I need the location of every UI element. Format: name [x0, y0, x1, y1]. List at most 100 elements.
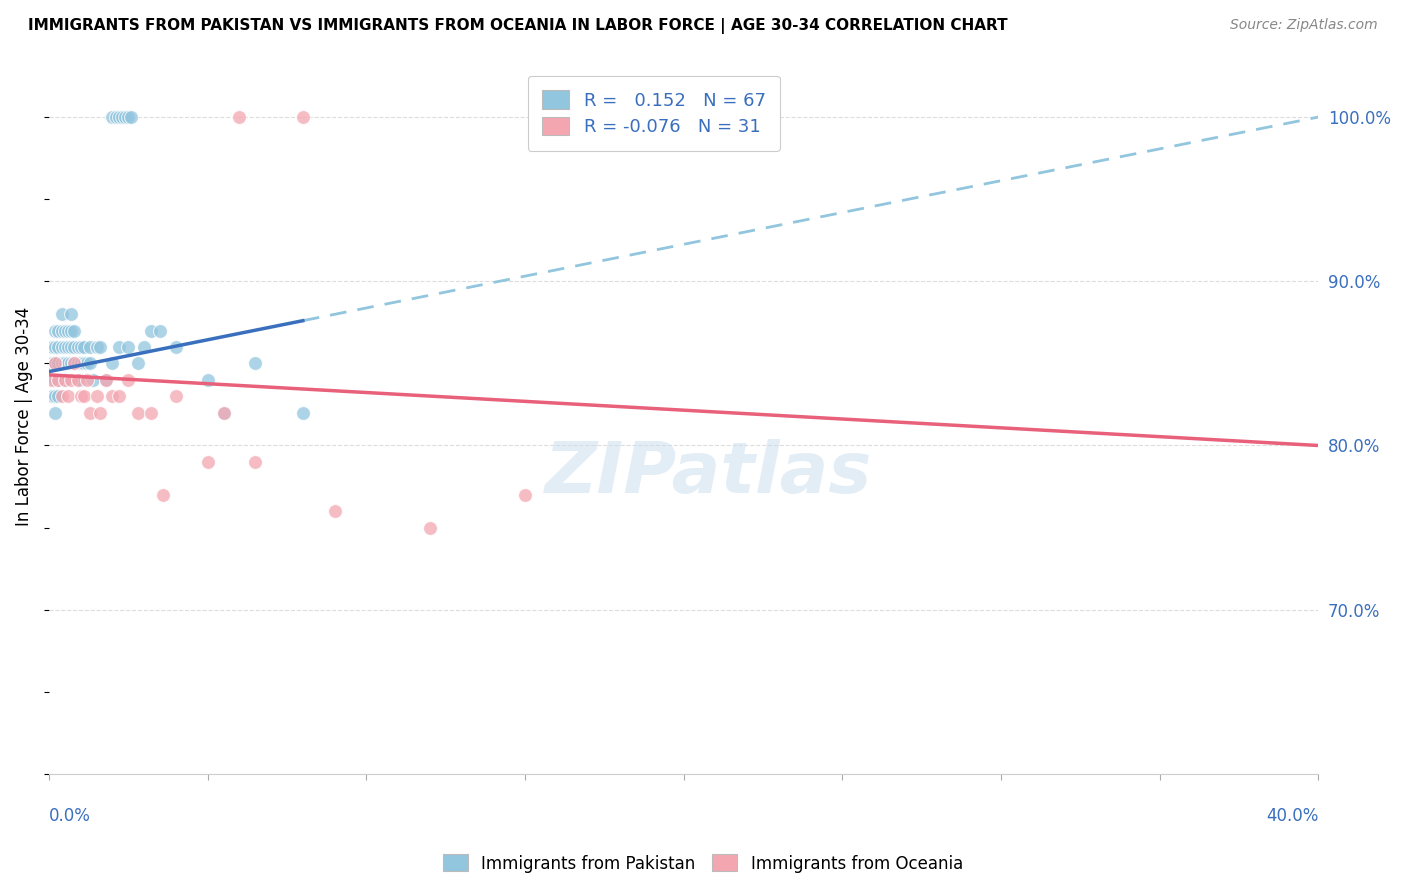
- Point: [127, 406, 149, 420]
- Point: [48, 324, 70, 338]
- Point: [291, 110, 314, 124]
- Point: [60, 340, 83, 354]
- Point: [41, 389, 63, 403]
- Point: [69, 356, 91, 370]
- Point: [53, 356, 76, 370]
- Point: [165, 389, 187, 403]
- Point: [197, 455, 219, 469]
- Point: [56, 324, 79, 338]
- Point: [48, 340, 70, 354]
- Point: [73, 356, 96, 370]
- Point: [111, 110, 134, 124]
- Y-axis label: In Labor Force | Age 30-34: In Labor Force | Age 30-34: [15, 307, 32, 526]
- Point: [41, 373, 63, 387]
- Point: [60, 356, 83, 370]
- Point: [56, 340, 79, 354]
- Point: [89, 340, 111, 354]
- Text: ZIPatlas: ZIPatlas: [546, 440, 873, 508]
- Point: [245, 356, 267, 370]
- Point: [60, 307, 83, 321]
- Point: [245, 455, 267, 469]
- Point: [66, 373, 89, 387]
- Point: [41, 356, 63, 370]
- Point: [69, 389, 91, 403]
- Point: [60, 373, 83, 387]
- Point: [76, 373, 98, 387]
- Point: [48, 389, 70, 403]
- Point: [94, 373, 117, 387]
- Point: [66, 373, 89, 387]
- Point: [66, 340, 89, 354]
- Point: [79, 406, 101, 420]
- Point: [513, 488, 536, 502]
- Point: [107, 389, 129, 403]
- Point: [101, 389, 124, 403]
- Point: [44, 340, 66, 354]
- Legend: Immigrants from Pakistan, Immigrants from Oceania: Immigrants from Pakistan, Immigrants fro…: [436, 847, 970, 880]
- Point: [51, 324, 73, 338]
- Point: [89, 406, 111, 420]
- Point: [197, 373, 219, 387]
- Point: [51, 389, 73, 403]
- Point: [228, 110, 250, 124]
- Point: [139, 324, 162, 338]
- Point: [48, 356, 70, 370]
- Point: [51, 307, 73, 321]
- Point: [73, 340, 96, 354]
- Point: [101, 110, 124, 124]
- Point: [44, 373, 66, 387]
- Text: 40.0%: 40.0%: [1265, 806, 1319, 825]
- Point: [139, 406, 162, 420]
- Point: [56, 389, 79, 403]
- Point: [107, 110, 129, 124]
- Legend: R =   0.152   N = 67, R = -0.076   N = 31: R = 0.152 N = 67, R = -0.076 N = 31: [527, 76, 780, 151]
- Point: [41, 373, 63, 387]
- Point: [152, 488, 174, 502]
- Point: [107, 340, 129, 354]
- Point: [41, 340, 63, 354]
- Point: [66, 356, 89, 370]
- Point: [69, 340, 91, 354]
- Point: [73, 389, 96, 403]
- Point: [60, 324, 83, 338]
- Point: [56, 356, 79, 370]
- Point: [82, 373, 104, 387]
- Point: [127, 356, 149, 370]
- Point: [86, 389, 108, 403]
- Point: [291, 406, 314, 420]
- Point: [94, 373, 117, 387]
- Point: [63, 356, 86, 370]
- Point: [212, 406, 235, 420]
- Point: [121, 110, 143, 124]
- Point: [117, 373, 139, 387]
- Point: [44, 406, 66, 420]
- Point: [212, 406, 235, 420]
- Point: [48, 373, 70, 387]
- Point: [53, 373, 76, 387]
- Point: [419, 520, 441, 534]
- Point: [51, 340, 73, 354]
- Point: [165, 340, 187, 354]
- Point: [53, 373, 76, 387]
- Point: [86, 340, 108, 354]
- Point: [63, 356, 86, 370]
- Point: [44, 389, 66, 403]
- Point: [44, 356, 66, 370]
- Text: IMMIGRANTS FROM PAKISTAN VS IMMIGRANTS FROM OCEANIA IN LABOR FORCE | AGE 30-34 C: IMMIGRANTS FROM PAKISTAN VS IMMIGRANTS F…: [28, 18, 1008, 34]
- Point: [44, 324, 66, 338]
- Point: [323, 504, 346, 518]
- Point: [149, 324, 172, 338]
- Point: [51, 356, 73, 370]
- Point: [134, 340, 156, 354]
- Point: [76, 356, 98, 370]
- Point: [114, 110, 136, 124]
- Point: [63, 324, 86, 338]
- Point: [79, 340, 101, 354]
- Point: [63, 340, 86, 354]
- Text: 0.0%: 0.0%: [49, 806, 91, 825]
- Point: [69, 373, 91, 387]
- Point: [53, 340, 76, 354]
- Point: [79, 356, 101, 370]
- Point: [117, 110, 139, 124]
- Point: [117, 340, 139, 354]
